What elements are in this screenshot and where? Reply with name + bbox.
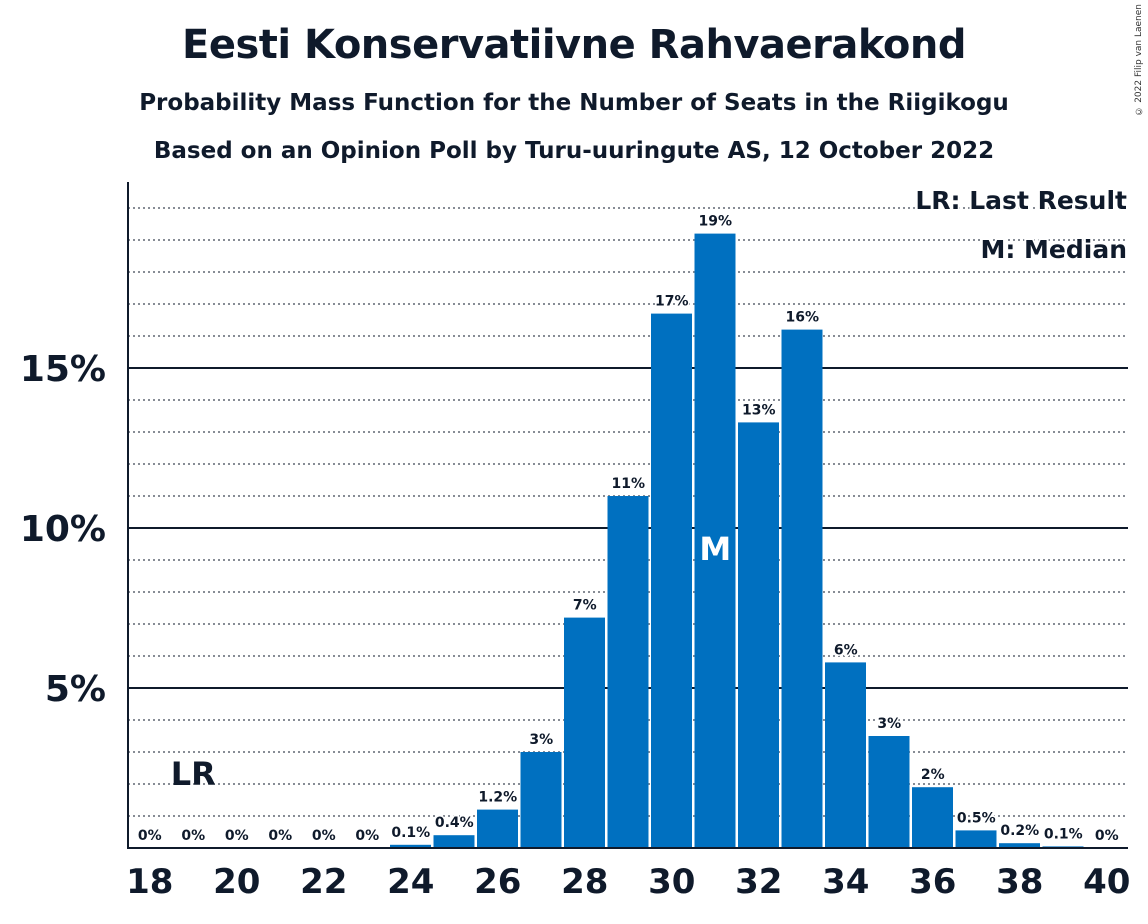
bar-value-label: 0%	[181, 828, 205, 844]
bar-value-label: 1.2%	[478, 790, 517, 806]
bar	[825, 662, 866, 848]
bar-value-label: 0%	[312, 828, 336, 844]
bar-value-label: 0.5%	[957, 810, 996, 826]
bar	[955, 830, 997, 848]
bar-value-label: 2%	[921, 767, 945, 783]
y-tick-label: 5%	[45, 669, 106, 710]
x-tick-label: 20	[213, 862, 260, 902]
legend-median: M: Median	[980, 235, 1127, 264]
x-tick-label: 22	[300, 862, 347, 902]
x-tick-label: 38	[996, 862, 1043, 902]
x-tick-label: 32	[735, 862, 782, 902]
bar-value-label: 7%	[573, 598, 597, 614]
bar-value-label: 0%	[225, 828, 249, 844]
x-tick-label: 30	[648, 862, 695, 902]
x-tick-label: 40	[1083, 862, 1130, 902]
bar	[433, 835, 475, 848]
bar	[738, 422, 779, 848]
x-tick-label: 34	[822, 862, 869, 902]
chart-subtitle: Probability Mass Function for the Number…	[139, 90, 1009, 116]
y-tick-label: 10%	[20, 509, 106, 550]
bar-value-label: 19%	[698, 214, 732, 230]
bar-value-label: 0.4%	[435, 815, 474, 831]
bar	[477, 809, 518, 848]
bar-value-label: 3%	[877, 716, 901, 732]
bar-value-label: 0.1%	[1044, 826, 1083, 842]
bar-value-label: 0%	[1095, 828, 1119, 844]
bar-value-label: 17%	[655, 294, 689, 310]
bar-value-label: 13%	[742, 402, 776, 418]
bar-value-label: 0.2%	[1000, 823, 1039, 839]
bar-value-label: 16%	[785, 310, 819, 326]
x-tick-label: 28	[561, 862, 608, 902]
bar	[651, 313, 692, 849]
bar-value-label: 0%	[355, 828, 379, 844]
median-marker: M	[699, 530, 731, 568]
bar-value-label: 11%	[611, 476, 645, 492]
bar-value-label: 0.1%	[391, 825, 430, 841]
bar	[912, 787, 953, 848]
bar	[564, 617, 605, 848]
bar-value-label: 0%	[138, 828, 162, 844]
chart-source: Based on an Opinion Poll by Turu-uuringu…	[153, 138, 995, 164]
x-tick-label: 36	[909, 862, 956, 902]
chart-title: Eesti Konservatiivne Rahvaerakond	[182, 22, 966, 68]
bar	[607, 496, 649, 848]
x-tick-label: 26	[474, 862, 521, 902]
bar-value-label: 0%	[268, 828, 292, 844]
bar	[390, 844, 431, 848]
bar	[694, 233, 736, 849]
bar	[520, 752, 562, 848]
legend-last-result: LR: Last Result	[915, 186, 1127, 215]
bar-value-label: 3%	[529, 732, 553, 748]
y-tick-label: 15%	[20, 349, 106, 390]
x-tick-label: 18	[126, 862, 173, 902]
last-result-marker: LR	[171, 755, 216, 793]
bar-value-label: 6%	[834, 642, 858, 658]
bar	[781, 329, 823, 849]
bar	[999, 843, 1040, 848]
x-tick-label: 24	[387, 862, 434, 902]
bar	[868, 736, 910, 848]
